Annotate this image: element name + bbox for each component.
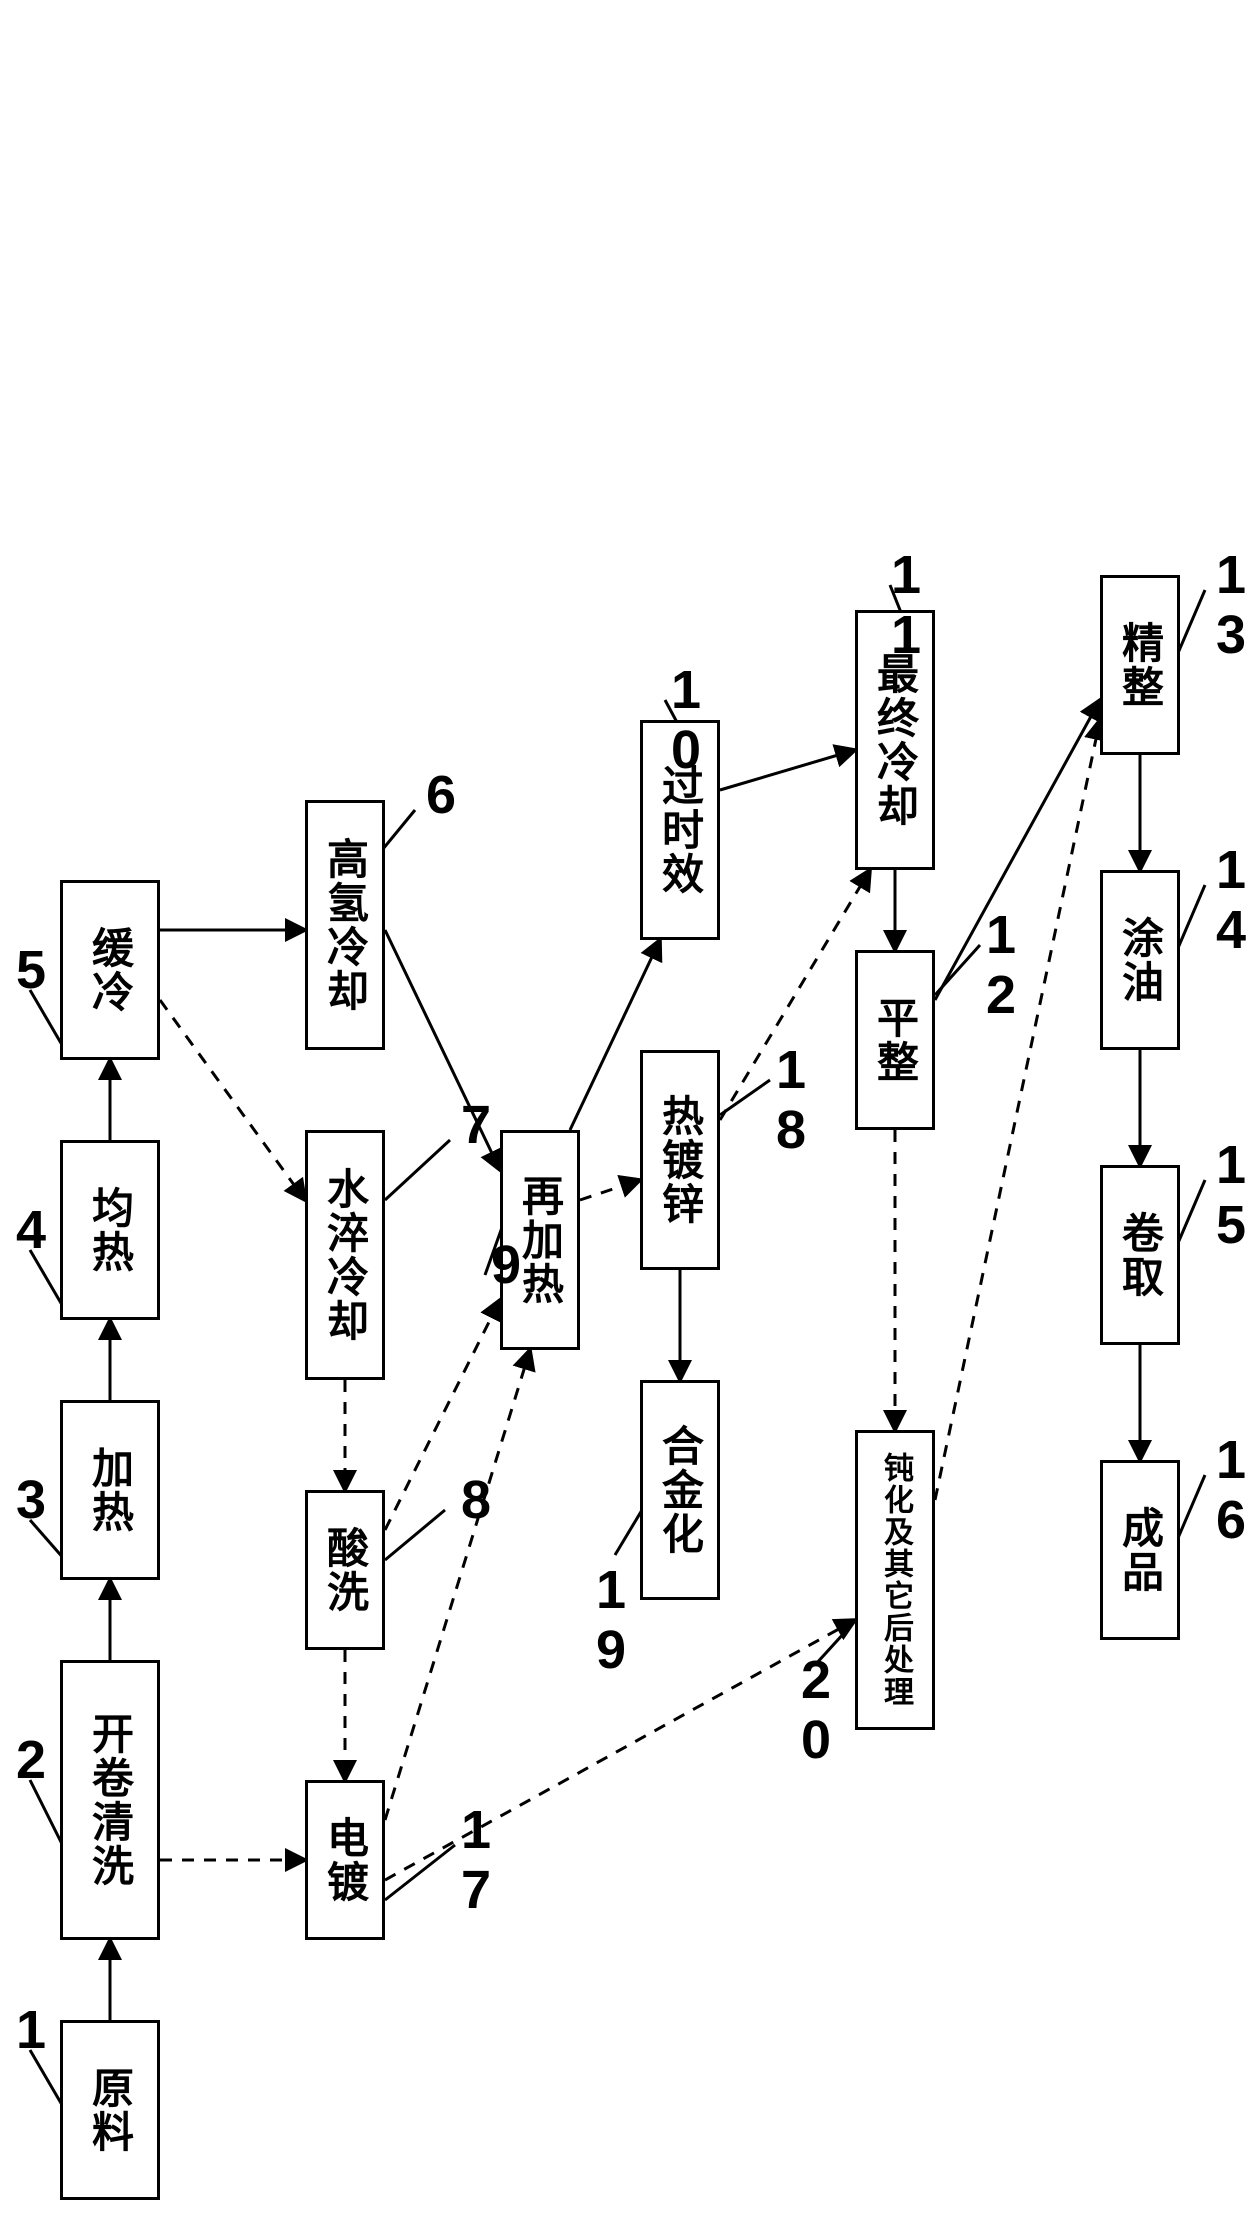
label-16: 16 (1200, 1430, 1251, 1550)
label-9: 9 (475, 1235, 537, 1295)
label-10: 10 (655, 660, 717, 780)
flowchart-canvas: 原料开卷清洗加热均热缓冷高氢冷却水淬冷却酸洗电镀再加热过时效热镀锌合金化最终冷却… (0, 0, 1251, 2228)
node-n17: 电镀 (305, 1780, 385, 1940)
node-n18: 热镀锌 (640, 1050, 720, 1270)
node-n5: 缓冷 (60, 880, 160, 1060)
node-n2: 开卷清洗 (60, 1660, 160, 1940)
edges-layer (0, 0, 1251, 2228)
label-20: 20 (785, 1650, 847, 1770)
label-4: 4 (0, 1200, 62, 1260)
node-n16: 成品 (1100, 1460, 1180, 1640)
label-11: 11 (875, 545, 937, 665)
label-15: 15 (1200, 1135, 1251, 1255)
node-n13: 精整 (1100, 575, 1180, 755)
node-n15: 卷取 (1100, 1165, 1180, 1345)
node-n12: 平整 (855, 950, 935, 1130)
label-19: 19 (580, 1560, 642, 1680)
node-n14: 涂油 (1100, 870, 1180, 1050)
label-6: 6 (410, 765, 472, 825)
node-n1: 原料 (60, 2020, 160, 2200)
label-12: 12 (970, 905, 1032, 1025)
edge-5 (160, 1000, 305, 1200)
leader-7 (385, 1510, 445, 1560)
node-n8: 酸洗 (305, 1490, 385, 1650)
edge-14 (580, 1180, 640, 1200)
node-n3: 加热 (60, 1400, 160, 1580)
label-13: 13 (1200, 545, 1251, 665)
edge-21 (935, 720, 1100, 1500)
label-2: 2 (0, 1730, 62, 1790)
node-n20: 钝化及其它后处理 (855, 1430, 935, 1730)
edge-11 (385, 1350, 530, 1820)
label-8: 8 (445, 1470, 507, 1530)
node-n19: 合金化 (640, 1380, 720, 1600)
label-17: 17 (445, 1800, 507, 1920)
node-n7: 水淬冷却 (305, 1130, 385, 1380)
label-7: 7 (445, 1095, 507, 1155)
node-n4: 均热 (60, 1140, 160, 1320)
node-n6: 高氢冷却 (305, 800, 385, 1050)
label-3: 3 (0, 1470, 62, 1530)
label-1: 1 (0, 2000, 62, 2060)
leader-6 (385, 1140, 450, 1200)
label-18: 18 (760, 1040, 822, 1160)
edge-15 (720, 750, 855, 790)
label-5: 5 (0, 940, 62, 1000)
label-14: 14 (1200, 840, 1251, 960)
